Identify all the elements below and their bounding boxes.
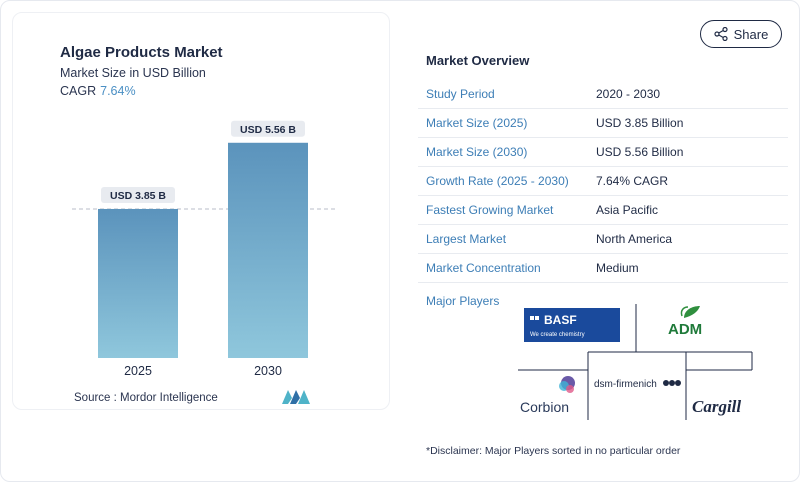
category-label: 2025 — [124, 364, 152, 378]
cargill-logo-icon: Cargill — [692, 397, 741, 416]
dsm-firmenich-name: dsm-firmenich — [594, 379, 657, 390]
source-text: Source : Mordor Intelligence — [74, 392, 218, 404]
overview-row-label: Fastest Growing Market — [426, 203, 554, 217]
basf-logo-icon: BASF We create chemistry — [524, 308, 620, 342]
cagr-value: 7.64% — [100, 84, 136, 98]
overview-title: Market Overview — [426, 53, 530, 68]
bar-2030 — [228, 142, 308, 358]
overview-row-value: 2020 - 2030 — [596, 87, 661, 101]
category-label: 2030 — [254, 364, 282, 378]
overview-row-label: Study Period — [426, 87, 495, 101]
adm-logo-icon: ADM — [668, 306, 702, 338]
overview-row-value: USD 5.56 Billion — [596, 145, 684, 159]
overview-row-value: USD 3.85 Billion — [596, 116, 684, 130]
overview-table: Study Period 2020 - 2030 Market Size (2025… — [418, 80, 788, 283]
overview-row-value: North America — [596, 232, 673, 246]
overview-row-value: Medium — [596, 261, 639, 275]
bar-2025 — [98, 208, 178, 358]
share-button[interactable]: Share — [700, 20, 782, 48]
overview-row: Study Period 2020 - 2030 — [418, 80, 788, 109]
overview-row: Fastest Growing Market Asia Pacific — [418, 196, 788, 225]
cargill-name: Cargill — [692, 397, 741, 416]
bar-chart: USD 3.85 B 2025 USD 5.56 B 2030 — [72, 120, 336, 378]
corbion-logo-icon: Corbion — [520, 376, 575, 415]
basf-tagline: We create chemistry — [530, 332, 585, 338]
overview-row: Market Concentration Medium — [418, 254, 788, 283]
corbion-name: Corbion — [520, 399, 569, 415]
overview-row-value: 7.64% CAGR — [596, 174, 669, 188]
share-label: Share — [733, 26, 769, 42]
overview-row-label: Market Concentration — [426, 261, 541, 275]
bar-label-pill — [231, 120, 305, 137]
basf-name: BASF — [544, 313, 577, 327]
players-label: Major Players — [426, 294, 500, 308]
cagr-line: CAGR 7.64% — [60, 84, 136, 98]
bar-value-label: USD 3.85 B — [110, 190, 166, 202]
overview-row-label: Market Size (2025) — [426, 116, 528, 130]
overview-row-label: Largest Market — [426, 232, 507, 246]
overview-row: Market Size (2025) USD 3.85 Billion — [418, 109, 788, 138]
chart-title: Algae Products Market — [60, 44, 223, 61]
adm-name: ADM — [668, 321, 702, 338]
share-icon — [714, 27, 728, 41]
overview-row: Market Size (2030) USD 5.56 Billion — [418, 138, 788, 167]
cagr-label: CAGR — [60, 84, 97, 98]
disclaimer: *Disclaimer: Major Players sorted in no … — [426, 445, 681, 457]
dsm-firmenich-logo-icon: dsm-firmenich — [594, 379, 681, 390]
chart-card — [12, 12, 390, 410]
overview-row-label: Market Size (2030) — [426, 145, 528, 159]
bar-label-pill — [101, 186, 175, 203]
overview-row: Growth Rate (2025 - 2030) 7.64% CAGR — [418, 167, 788, 196]
bar-value-label: USD 5.56 B — [240, 124, 296, 136]
mordor-intelligence-logo-icon — [282, 390, 310, 404]
overview-row: Largest Market North America — [418, 225, 788, 254]
overview-row-label: Growth Rate (2025 - 2030) — [426, 174, 569, 188]
overview-row-value: Asia Pacific — [596, 203, 659, 217]
chart-subtitle: Market Size in USD Billion — [60, 66, 206, 80]
